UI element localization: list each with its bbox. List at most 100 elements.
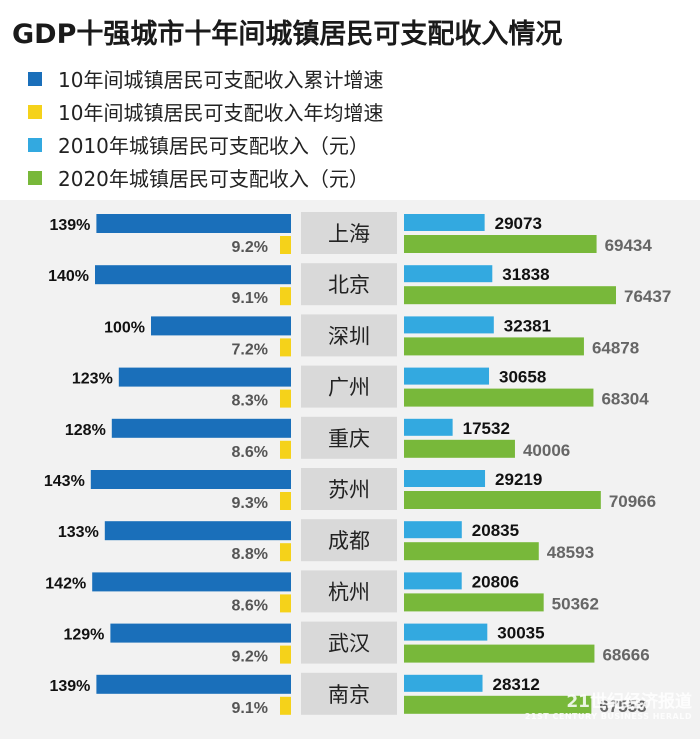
bar-cumulative-9 (96, 674, 292, 694)
city-box-2 (301, 314, 397, 357)
legend-label-2020: 2020年城镇居民可支配收入（元） (58, 167, 369, 191)
bar-cumulative-6 (104, 521, 291, 541)
publisher-watermark: 21世纪经济报道 21ST CENTURY BUSINESS HERALD (525, 687, 692, 721)
bar-annual-6 (280, 543, 291, 562)
city-box-1 (301, 263, 397, 306)
label-cumulative-1: 140% (48, 268, 89, 285)
label-cumulative-7: 142% (45, 575, 86, 592)
label-cumulative-0: 139% (49, 217, 90, 234)
bar-2010-7 (404, 572, 462, 590)
label-2010-1: 31838 (502, 265, 549, 284)
label-2010-5: 29219 (495, 470, 542, 489)
chart-title: GDP十强城市十年间城镇居民可支配收入情况 (12, 19, 563, 50)
city-box-8 (301, 621, 397, 664)
city-label-4: 重庆 (328, 427, 370, 451)
label-2010-3: 30658 (499, 368, 546, 387)
bar-2020-4 (404, 439, 515, 458)
city-label-9: 南京 (328, 683, 370, 707)
watermark-sub: 21ST CENTURY BUSINESS HERALD (524, 712, 692, 721)
bar-annual-1 (280, 287, 291, 306)
bar-2010-2 (404, 316, 494, 334)
label-cumulative-3: 123% (72, 371, 113, 388)
label-annual-6: 8.8% (232, 546, 268, 563)
watermark-main: 21世纪经济报道 (566, 692, 692, 712)
city-box-3 (301, 365, 397, 408)
label-2020-0: 69434 (605, 236, 653, 255)
label-2020-7: 50362 (552, 594, 599, 613)
city-label-3: 广州 (328, 376, 370, 400)
bar-2020-9 (404, 695, 592, 714)
bar-annual-5 (280, 492, 291, 510)
bar-annual-7 (280, 594, 291, 613)
legend-label-annual: 10年间城镇居民可支配收入年均增速 (58, 101, 384, 125)
bar-2010-8 (404, 623, 488, 641)
bar-cumulative-0 (96, 214, 292, 233)
bar-cumulative-8 (110, 623, 292, 643)
label-2010-6: 20835 (472, 521, 519, 540)
label-annual-3: 8.3% (232, 393, 268, 410)
city-label-0: 上海 (328, 222, 370, 246)
bar-2010-5 (404, 470, 486, 487)
label-2010-8: 30035 (497, 624, 544, 643)
bar-cumulative-2 (151, 316, 291, 336)
legend-label-2010: 2010年城镇居民可支配收入（元） (58, 134, 369, 158)
label-2020-8: 68666 (602, 646, 649, 665)
label-cumulative-8: 129% (63, 627, 104, 644)
city-label-2: 深圳 (328, 324, 370, 348)
bar-annual-0 (280, 236, 291, 254)
label-2010-2: 32381 (504, 316, 551, 335)
legend-item-annual: 10年间城镇居民可支配收入年均增速 (28, 95, 383, 128)
bar-2020-1 (404, 286, 616, 305)
label-cumulative-6: 133% (58, 524, 99, 541)
label-2020-4: 40006 (523, 441, 570, 460)
bar-2020-0 (404, 235, 597, 253)
label-2020-9: 67553 (599, 697, 646, 716)
legend-swatch-cumulative (28, 71, 42, 86)
bar-2010-4 (404, 418, 453, 436)
bar-cumulative-3 (118, 367, 291, 387)
label-2020-3: 68304 (601, 390, 649, 409)
bar-2020-8 (404, 644, 595, 663)
city-label-8: 武汉 (328, 632, 370, 656)
label-cumulative-2: 100% (104, 319, 145, 336)
bar-cumulative-5 (90, 470, 291, 489)
label-annual-5: 9.3% (232, 495, 268, 512)
bar-annual-8 (280, 645, 291, 664)
city-label-6: 成都 (328, 529, 370, 553)
legend-swatch-annual (28, 104, 42, 119)
bar-2010-1 (404, 265, 493, 283)
bar-2020-7 (404, 593, 544, 612)
label-cumulative-4: 128% (65, 422, 106, 439)
label-2010-4: 17532 (463, 419, 510, 438)
label-annual-2: 7.2% (232, 341, 268, 358)
label-2020-5: 70966 (609, 492, 656, 511)
city-box-5 (301, 468, 397, 510)
label-2010-9: 28312 (493, 675, 540, 694)
bar-2010-3 (404, 367, 490, 385)
city-label-1: 北京 (328, 273, 370, 297)
label-cumulative-9: 139% (49, 678, 90, 695)
bar-2010-0 (404, 214, 485, 231)
legend-swatch-2020 (28, 170, 42, 185)
label-annual-7: 8.6% (232, 597, 268, 614)
bar-annual-3 (280, 389, 291, 408)
city-label-5: 苏州 (328, 478, 370, 502)
bar-cumulative-7 (92, 572, 291, 592)
label-annual-8: 9.2% (232, 649, 268, 666)
label-annual-9: 9.1% (232, 700, 268, 717)
label-2020-2: 64878 (592, 338, 639, 357)
legend: 10年间城镇居民可支配收入累计增速 10年间城镇居民可支配收入年均增速 2010… (28, 62, 383, 194)
bar-2020-6 (404, 542, 539, 561)
legend-swatch-2010 (28, 137, 42, 152)
legend-item-2020: 2020年城镇居民可支配收入（元） (28, 161, 383, 194)
bar-annual-2 (280, 338, 291, 357)
bar-annual-9 (280, 696, 291, 715)
bar-annual-4 (280, 440, 291, 459)
city-box-4 (301, 416, 397, 459)
bar-2020-5 (404, 491, 601, 509)
city-label-7: 杭州 (328, 580, 370, 604)
label-2010-0: 29073 (495, 214, 542, 233)
city-box-7 (301, 570, 397, 613)
legend-label-cumulative: 10年间城镇居民可支配收入累计增速 (58, 68, 384, 92)
